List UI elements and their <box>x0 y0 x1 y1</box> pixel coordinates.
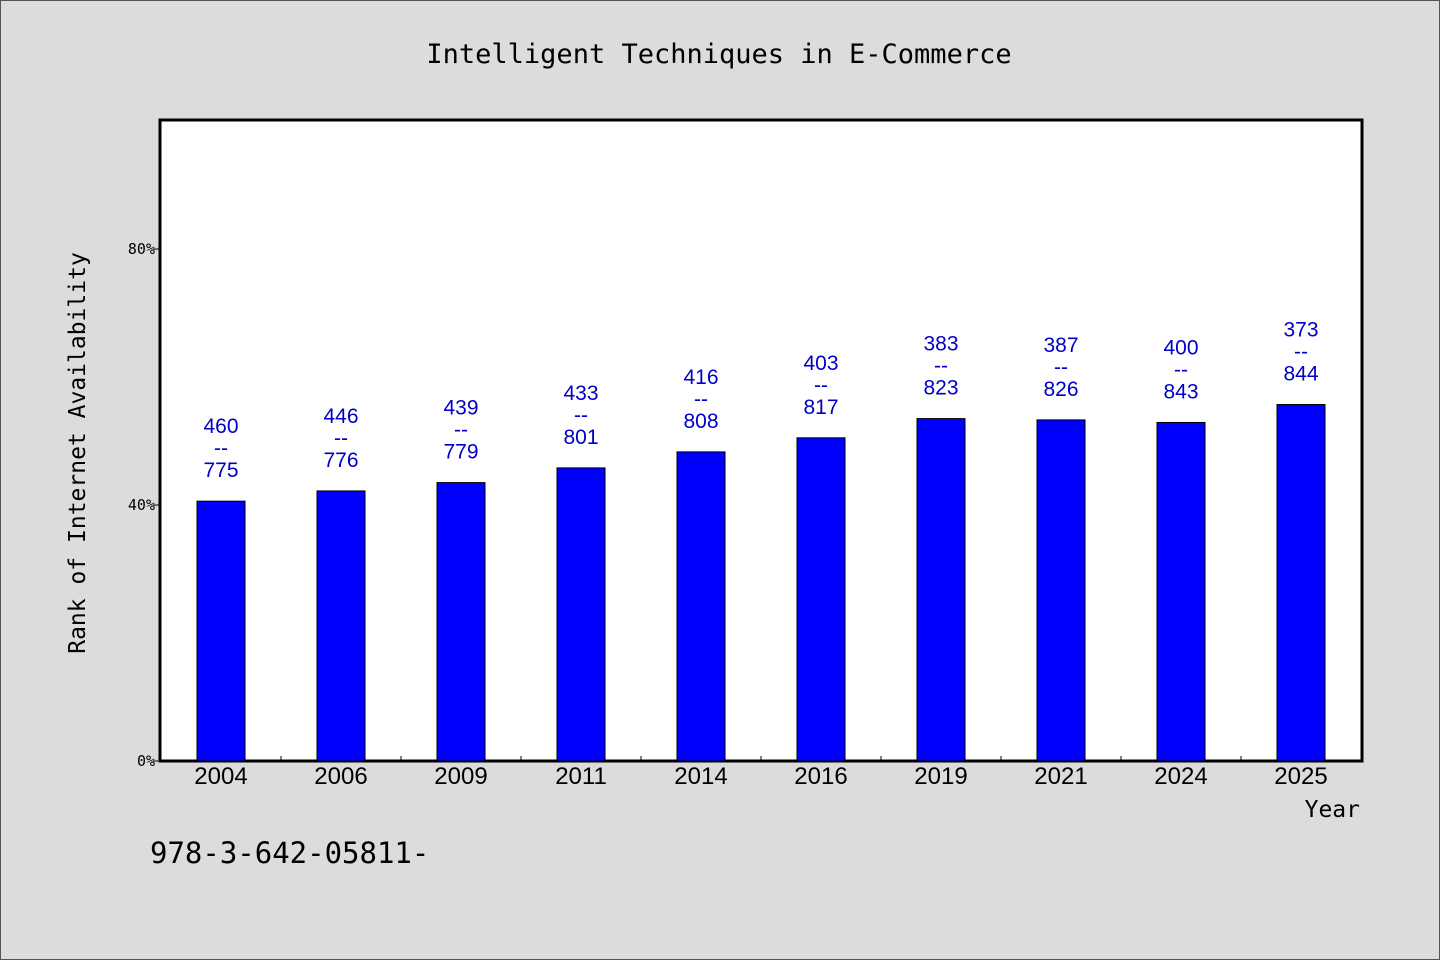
data-label-2011: 433 <box>563 382 598 405</box>
footnote-isbn: 978-3-642-05811- <box>150 836 429 870</box>
bar-2009 <box>436 482 486 762</box>
x-axis-title: Year <box>1305 797 1360 823</box>
data-label-2006: -- <box>334 427 348 450</box>
bar-2011 <box>556 467 606 762</box>
data-label-2019: -- <box>934 355 948 378</box>
data-label-group: 460--775446--776439--779433--801416--808… <box>203 319 1318 483</box>
bar-2016 <box>796 437 846 762</box>
y-tick-label: 0% <box>137 752 155 770</box>
data-label-2006: 776 <box>323 449 358 472</box>
data-label-2025: -- <box>1294 341 1308 364</box>
x-tick-label-2011: 2011 <box>555 763 607 790</box>
bar-2004 <box>196 500 246 762</box>
x-tick-label-2025: 2025 <box>1274 763 1327 790</box>
data-label-2009: -- <box>454 419 468 442</box>
data-label-2009: 439 <box>443 397 478 420</box>
bar-2024 <box>1156 421 1206 762</box>
x-tick-label-2006: 2006 <box>314 763 367 790</box>
data-label-2016: 403 <box>803 352 838 375</box>
bar-2021 <box>1036 419 1086 762</box>
x-tick-label-2019: 2019 <box>914 763 967 790</box>
y-axis: 0% 40% 80% <box>128 240 161 770</box>
x-tick-label-2021: 2021 <box>1034 763 1087 790</box>
data-label-2004: 460 <box>203 415 238 438</box>
data-label-2014: 808 <box>683 410 718 433</box>
data-label-2004: -- <box>214 437 228 460</box>
data-label-2011: 801 <box>563 426 598 449</box>
data-label-2014: 416 <box>683 366 718 389</box>
chart-title: Intelligent Techniques in E-Commerce <box>426 39 1011 70</box>
bar-2006 <box>316 490 366 762</box>
bar-2014 <box>676 451 726 762</box>
y-tick-label: 40% <box>128 496 155 514</box>
x-tick-label-2009: 2009 <box>434 763 487 790</box>
data-label-2006: 446 <box>323 405 358 428</box>
bar-group <box>196 404 1326 762</box>
data-label-2016: -- <box>814 374 828 397</box>
data-label-2024: 400 <box>1163 336 1198 359</box>
data-label-2011: -- <box>574 404 588 427</box>
x-tick-label-2004: 2004 <box>194 763 247 790</box>
data-label-2021: 826 <box>1043 378 1078 401</box>
data-label-2024: 843 <box>1163 380 1198 403</box>
data-label-2021: 387 <box>1043 334 1078 357</box>
data-label-2021: -- <box>1054 356 1068 379</box>
y-axis-title: Rank of Internet Availability <box>65 252 91 654</box>
data-label-2004: 775 <box>203 459 238 482</box>
data-label-2019: 383 <box>923 333 958 356</box>
y-tick-label: 80% <box>128 240 155 258</box>
data-label-2016: 817 <box>803 396 838 419</box>
data-label-2025: 844 <box>1283 363 1318 386</box>
bar-2025 <box>1276 404 1326 762</box>
x-axis: 2004 2006 2009 2011 2014 2016 2019 2021 2024 2025 <box>194 756 1328 790</box>
x-tick-label-2024: 2024 <box>1154 763 1207 790</box>
data-label-2014: -- <box>694 388 708 411</box>
data-label-2025: 373 <box>1283 319 1318 342</box>
bar-2019 <box>916 418 966 762</box>
x-tick-label-2016: 2016 <box>794 763 847 790</box>
x-tick-label-2014: 2014 <box>674 763 727 790</box>
data-label-2019: 823 <box>923 377 958 400</box>
data-label-2024: -- <box>1174 358 1188 381</box>
data-label-2009: 779 <box>443 441 478 464</box>
